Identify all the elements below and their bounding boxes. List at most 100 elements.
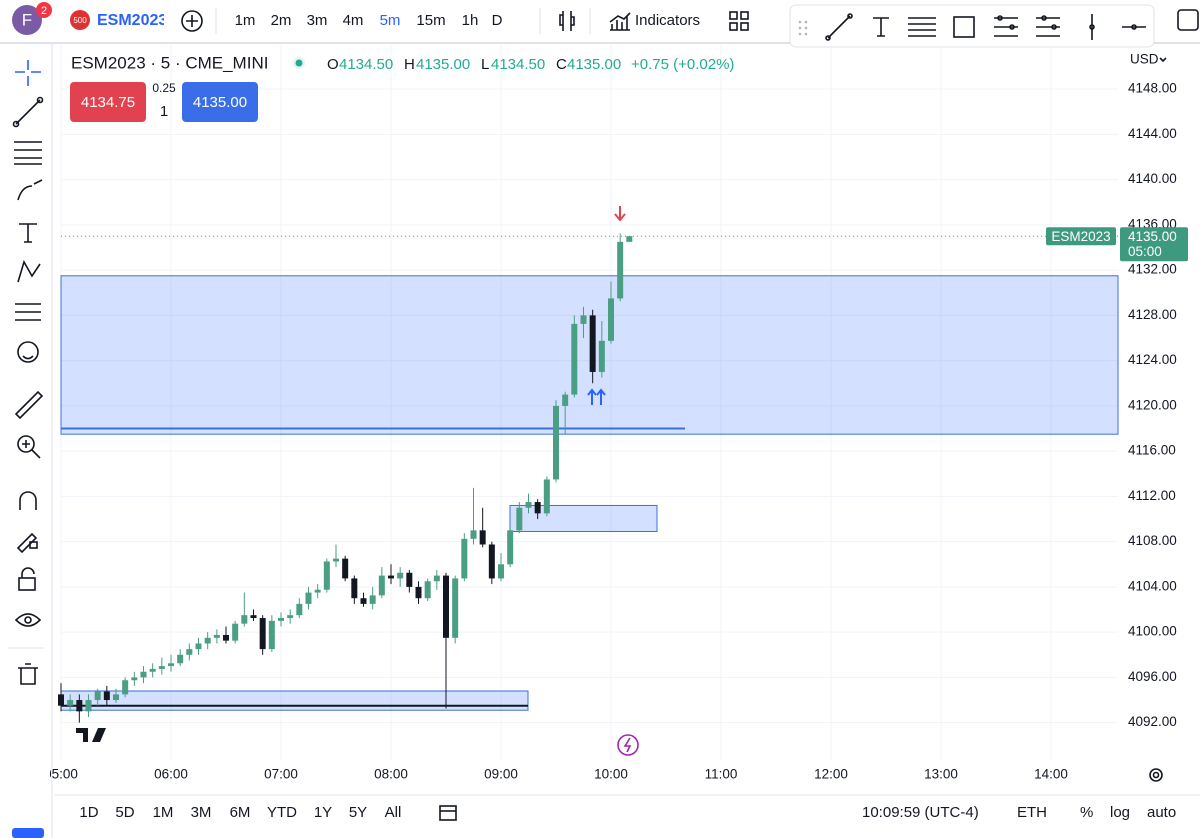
clock: 10:09:59 (UTC-4) bbox=[862, 804, 979, 821]
percent-button[interactable]: % bbox=[1080, 804, 1093, 821]
x-tick-label: 14:00 bbox=[1034, 767, 1068, 782]
zone bbox=[60, 690, 529, 711]
rectangle-tool[interactable] bbox=[953, 16, 975, 38]
events-icon[interactable] bbox=[617, 734, 639, 756]
range-button[interactable]: 1M bbox=[153, 804, 174, 821]
icon-tool[interactable] bbox=[17, 341, 39, 363]
levels-tool[interactable] bbox=[1036, 15, 1060, 37]
line-tool[interactable] bbox=[825, 13, 853, 41]
candle-body bbox=[424, 581, 431, 599]
candle-body bbox=[351, 578, 358, 599]
interval-button[interactable]: 2m bbox=[271, 12, 292, 29]
candle-body bbox=[85, 700, 92, 712]
hline-tool[interactable] bbox=[1122, 24, 1146, 30]
symbol-tag-text: ESM2023 bbox=[1051, 229, 1110, 244]
layout-button[interactable] bbox=[1177, 9, 1199, 31]
candle-body bbox=[369, 595, 376, 604]
visibility-tool[interactable] bbox=[14, 613, 42, 627]
compare-button[interactable] bbox=[181, 10, 203, 32]
delete-tool[interactable] bbox=[18, 663, 38, 685]
legend-title: ESM2023 · 5 · CME_MINI bbox=[71, 53, 268, 72]
candle-body bbox=[76, 700, 83, 712]
indicators-button[interactable]: Indicators bbox=[635, 12, 700, 29]
y-tick-label: 4104.00 bbox=[1128, 578, 1177, 593]
settings-button[interactable] bbox=[1149, 768, 1163, 782]
candle-body bbox=[250, 615, 257, 619]
brush-tool[interactable] bbox=[17, 179, 43, 201]
sell-button[interactable] bbox=[70, 82, 146, 122]
interval-button[interactable]: 1h bbox=[462, 12, 479, 29]
legend-high: 4135.00 bbox=[416, 56, 470, 73]
scroll-button[interactable] bbox=[12, 828, 44, 838]
legend-low-label: L bbox=[481, 56, 489, 73]
y-tick-label: 4108.00 bbox=[1128, 533, 1177, 548]
y-tick-label: 4140.00 bbox=[1128, 171, 1177, 186]
interval-button[interactable]: D bbox=[492, 12, 503, 29]
range-button[interactable]: 5Y bbox=[349, 804, 367, 821]
range-button[interactable]: 1D bbox=[79, 804, 98, 821]
buy-button[interactable] bbox=[182, 82, 258, 122]
goto-date[interactable] bbox=[439, 805, 457, 821]
text-tool[interactable] bbox=[19, 223, 37, 243]
spread: 0.25 bbox=[152, 81, 176, 95]
range-button[interactable]: 3M bbox=[191, 804, 212, 821]
prediction-tool[interactable] bbox=[15, 303, 41, 321]
avatar-initial: F bbox=[22, 10, 32, 29]
range-button[interactable]: All bbox=[385, 804, 402, 821]
y-tick-label: 4112.00 bbox=[1128, 488, 1176, 503]
indicators-icon[interactable] bbox=[609, 12, 631, 31]
text-tool[interactable] bbox=[873, 17, 889, 37]
range-button[interactable]: 6M bbox=[230, 804, 251, 821]
drawing-toolbar-bg bbox=[789, 4, 1155, 48]
fib-channel-tool[interactable] bbox=[994, 15, 1018, 37]
fib-tool[interactable] bbox=[14, 141, 42, 165]
range-button[interactable]: 5D bbox=[115, 804, 134, 821]
hlines-tool[interactable] bbox=[908, 17, 936, 37]
candle-body bbox=[122, 680, 129, 695]
zone bbox=[509, 504, 658, 532]
magnet-tool[interactable] bbox=[19, 491, 37, 510]
interval-button[interactable]: 3m bbox=[307, 12, 328, 29]
vline-tool[interactable] bbox=[1089, 14, 1095, 40]
y-tick-label: 4148.00 bbox=[1128, 81, 1177, 96]
pattern-tool[interactable] bbox=[17, 259, 41, 283]
countdown: 05:00 bbox=[1128, 244, 1162, 259]
symbol-search[interactable]: ESM2023 bbox=[97, 12, 167, 29]
candle-body bbox=[241, 615, 248, 624]
auto-button[interactable]: auto bbox=[1147, 804, 1176, 821]
legend-change: +0.75 (+0.02%) bbox=[631, 56, 734, 73]
currency-selector[interactable]: USD bbox=[1130, 52, 1159, 67]
quantity[interactable]: 1 bbox=[160, 103, 168, 120]
candle-body bbox=[113, 694, 119, 701]
interval-button[interactable]: 15m bbox=[416, 12, 445, 29]
candle-body bbox=[140, 671, 147, 678]
buy-signal-arrows bbox=[587, 388, 606, 405]
session-button[interactable]: ETH bbox=[1017, 804, 1047, 821]
drag-handle[interactable] bbox=[798, 20, 808, 36]
candle-body bbox=[67, 700, 74, 706]
interval-button[interactable]: 5m bbox=[380, 12, 401, 29]
avatar[interactable] bbox=[12, 5, 42, 35]
lock-drawing-tool[interactable] bbox=[16, 532, 38, 554]
range-button[interactable]: 1Y bbox=[314, 804, 332, 821]
trend-line-tool[interactable] bbox=[12, 96, 44, 128]
candle-body bbox=[177, 654, 184, 664]
x-tick-label: 07:00 bbox=[264, 767, 298, 782]
lock-tool[interactable] bbox=[18, 567, 36, 591]
measure-tool[interactable] bbox=[14, 390, 44, 420]
log-button[interactable]: log bbox=[1110, 804, 1130, 821]
interval-button[interactable]: 1m bbox=[235, 12, 256, 29]
x-tick-label: 11:00 bbox=[705, 767, 738, 782]
zoom-tool[interactable] bbox=[17, 435, 41, 459]
interval-button[interactable]: 4m bbox=[343, 12, 364, 29]
templates-button[interactable] bbox=[729, 11, 749, 31]
crosshair[interactable] bbox=[15, 60, 41, 86]
legend-close-label: C bbox=[556, 56, 567, 73]
chart-type-button[interactable] bbox=[559, 11, 575, 31]
candle-body bbox=[305, 592, 312, 604]
candle-body bbox=[388, 575, 394, 579]
range-button[interactable]: YTD bbox=[267, 804, 297, 821]
candle-body bbox=[186, 649, 193, 655]
x-tick-label: 08:00 bbox=[374, 767, 408, 782]
